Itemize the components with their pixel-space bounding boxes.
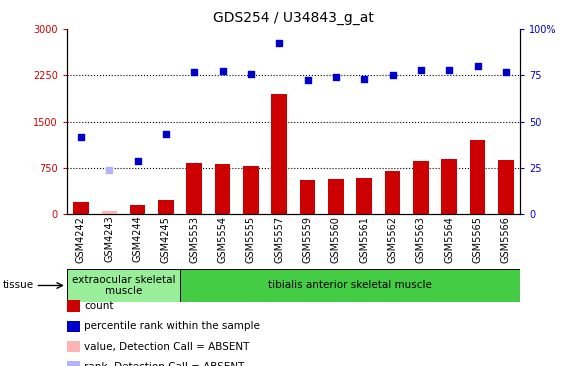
Point: [218, 68, 227, 74]
Point: [331, 74, 340, 80]
Point: [275, 40, 284, 46]
Bar: [158, 200, 174, 214]
Text: tibialis anterior skeletal muscle: tibialis anterior skeletal muscle: [268, 280, 432, 291]
Bar: [180, 269, 520, 302]
Bar: [413, 161, 429, 214]
Text: GSM5559: GSM5559: [303, 216, 313, 263]
Bar: [73, 202, 89, 214]
Text: GSM4244: GSM4244: [132, 216, 142, 262]
Text: GSM4242: GSM4242: [76, 216, 86, 262]
Point: [388, 72, 397, 78]
Text: GSM5565: GSM5565: [472, 216, 482, 263]
Point: [246, 71, 256, 76]
Text: GSM5566: GSM5566: [501, 216, 511, 262]
Bar: [215, 164, 231, 214]
Text: GDS254 / U34843_g_at: GDS254 / U34843_g_at: [213, 11, 374, 25]
Bar: [328, 179, 344, 214]
Text: GSM5554: GSM5554: [218, 216, 228, 263]
Point: [133, 158, 142, 164]
Text: GSM4243: GSM4243: [105, 216, 114, 262]
Point: [501, 69, 511, 75]
Point: [105, 167, 114, 173]
Bar: [187, 163, 202, 214]
Text: GSM5562: GSM5562: [388, 216, 397, 263]
Text: value, Detection Call = ABSENT: value, Detection Call = ABSENT: [84, 341, 250, 352]
Bar: [271, 94, 287, 214]
Bar: [469, 140, 485, 214]
Text: GSM5560: GSM5560: [331, 216, 341, 262]
Text: rank, Detection Call = ABSENT: rank, Detection Call = ABSENT: [84, 362, 245, 366]
Point: [444, 67, 454, 73]
Bar: [442, 159, 457, 214]
Text: GSM5553: GSM5553: [189, 216, 199, 263]
Text: GSM5564: GSM5564: [444, 216, 454, 262]
Bar: [243, 166, 259, 214]
Text: GSM5557: GSM5557: [274, 216, 284, 263]
Text: count: count: [84, 301, 114, 311]
Bar: [356, 178, 372, 214]
Text: percentile rank within the sample: percentile rank within the sample: [84, 321, 260, 332]
Point: [162, 131, 171, 137]
Point: [189, 70, 199, 75]
Text: extraocular skeletal
muscle: extraocular skeletal muscle: [71, 274, 175, 296]
Text: GSM5555: GSM5555: [246, 216, 256, 263]
Bar: [102, 211, 117, 214]
Point: [360, 76, 369, 82]
Bar: [130, 205, 145, 214]
Point: [303, 78, 312, 83]
Point: [76, 134, 85, 140]
Point: [473, 63, 482, 69]
Text: GSM5563: GSM5563: [416, 216, 426, 262]
Bar: [67, 269, 180, 302]
Bar: [300, 180, 315, 214]
Bar: [385, 171, 400, 214]
Text: GSM4245: GSM4245: [161, 216, 171, 262]
Text: GSM5561: GSM5561: [359, 216, 369, 262]
Point: [416, 67, 425, 73]
Text: tissue: tissue: [3, 280, 34, 291]
Bar: [498, 160, 514, 214]
